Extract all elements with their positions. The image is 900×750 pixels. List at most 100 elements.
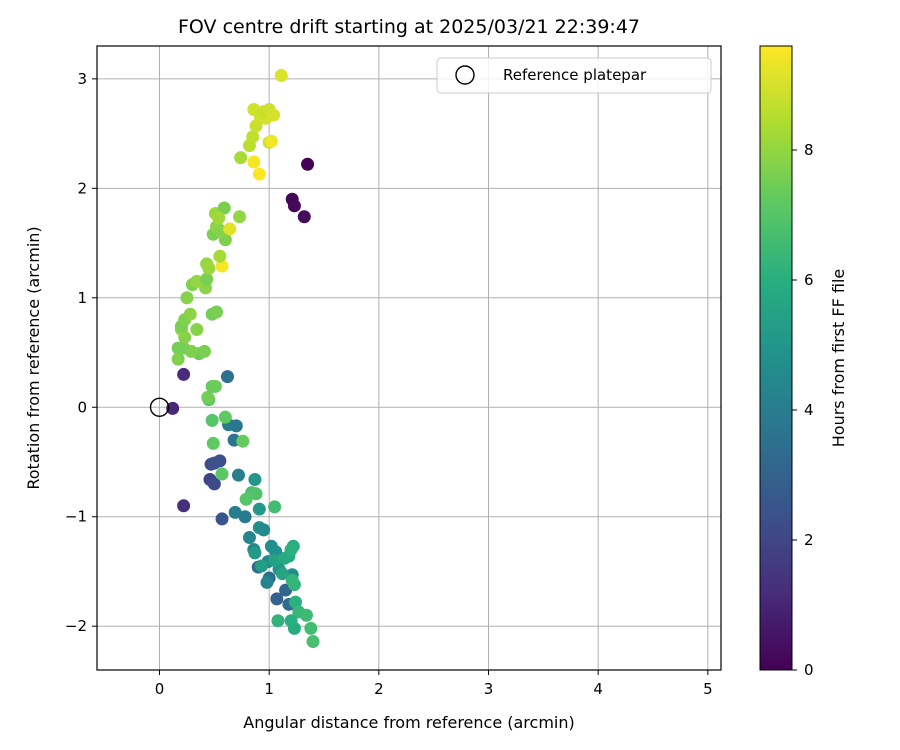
data-point (197, 344, 211, 358)
data-point (299, 608, 313, 622)
legend-entry-reference-platepar: Reference platepar (503, 66, 647, 84)
data-point (201, 390, 215, 404)
y-tick-label: 2 (77, 179, 87, 197)
data-point (287, 199, 301, 213)
legend: Reference platepar (436, 57, 712, 94)
colorbar-gradient (760, 46, 792, 670)
data-point (306, 635, 320, 649)
data-point (254, 559, 268, 573)
data-point (218, 410, 232, 424)
data-point (284, 543, 298, 557)
colorbar-tick-label: 6 (804, 271, 814, 289)
data-point (301, 157, 315, 171)
x-tick-label: 5 (703, 680, 713, 698)
data-point (270, 592, 284, 606)
data-point (223, 222, 237, 236)
colorbar-tick-label: 0 (804, 661, 814, 679)
data-point (252, 521, 266, 535)
y-tick-label: 0 (77, 398, 87, 416)
data-point (233, 210, 247, 224)
data-point (215, 259, 229, 273)
data-point (171, 341, 185, 355)
data-point (208, 379, 222, 393)
data-point (246, 130, 260, 144)
data-point (238, 510, 252, 524)
y-tick-label: −1 (65, 508, 87, 526)
reference-platepar-marker (149, 397, 170, 417)
colorbar-ticks: 0 2 4 6 8 (792, 141, 814, 679)
data-point (271, 614, 285, 628)
y-axis-ticks: −2 −1 0 1 2 3 (65, 70, 97, 635)
x-tick-label: 4 (593, 680, 603, 698)
colorbar-tick-label: 8 (804, 141, 814, 159)
colorbar: 0 2 4 6 8 Hours from first FF file (759, 45, 848, 679)
colorbar-tick-label: 2 (804, 531, 814, 549)
data-points (166, 69, 320, 649)
data-point (236, 434, 250, 448)
data-point (177, 367, 191, 381)
data-point (202, 261, 216, 275)
y-tick-label: 1 (77, 289, 87, 307)
colorbar-frame (759, 45, 793, 671)
data-point (260, 575, 274, 589)
data-point (288, 595, 302, 609)
x-axis-ticks: 0 1 2 3 4 5 (155, 670, 713, 698)
data-point (267, 108, 281, 122)
data-point (284, 614, 298, 628)
data-point (212, 211, 226, 225)
x-tick-label: 0 (155, 680, 165, 698)
data-point (207, 477, 221, 491)
data-point (166, 401, 180, 415)
data-point (190, 274, 204, 288)
data-point (205, 413, 219, 427)
data-point (248, 546, 262, 560)
data-point (231, 468, 245, 482)
data-point (207, 456, 221, 470)
data-point (234, 151, 248, 165)
data-point (268, 554, 282, 568)
data-point (242, 531, 256, 545)
x-axis-label: Angular distance from reference (arcmin) (243, 713, 574, 732)
data-point (213, 249, 227, 263)
data-point (221, 370, 235, 384)
x-tick-label: 3 (484, 680, 494, 698)
data-point (297, 210, 311, 224)
x-tick-label: 2 (374, 680, 384, 698)
data-point (252, 167, 266, 181)
legend-box (436, 57, 712, 94)
grid-lines (97, 46, 721, 670)
data-point (247, 102, 261, 116)
data-point (206, 436, 220, 450)
data-point (285, 573, 299, 587)
y-axis-label: Rotation from reference (arcmin) (24, 226, 43, 489)
data-point (210, 305, 224, 319)
legend-marker-icon (455, 65, 475, 85)
data-point (275, 567, 289, 581)
data-point (239, 492, 253, 506)
data-point (274, 69, 288, 83)
data-point (200, 272, 214, 286)
data-point (248, 473, 262, 487)
data-point (183, 307, 197, 321)
data-point (215, 467, 229, 481)
data-point (249, 487, 263, 501)
data-point (264, 134, 278, 148)
data-point (228, 505, 242, 519)
colorbar-label: Hours from first FF file (829, 269, 848, 448)
data-point (304, 621, 318, 635)
x-tick-label: 1 (264, 680, 274, 698)
data-point (215, 512, 229, 526)
colorbar-tick-label: 4 (804, 401, 814, 419)
data-point (190, 323, 204, 337)
chart-title: FOV centre drift starting at 2025/03/21 … (178, 16, 640, 38)
data-point (247, 155, 261, 169)
plot-frame (96, 45, 722, 671)
data-point (180, 291, 194, 305)
y-tick-label: 3 (77, 70, 87, 88)
data-point (252, 502, 266, 516)
data-point (217, 201, 231, 215)
data-point (268, 500, 282, 514)
y-tick-label: −2 (65, 617, 87, 635)
data-point (171, 352, 185, 366)
